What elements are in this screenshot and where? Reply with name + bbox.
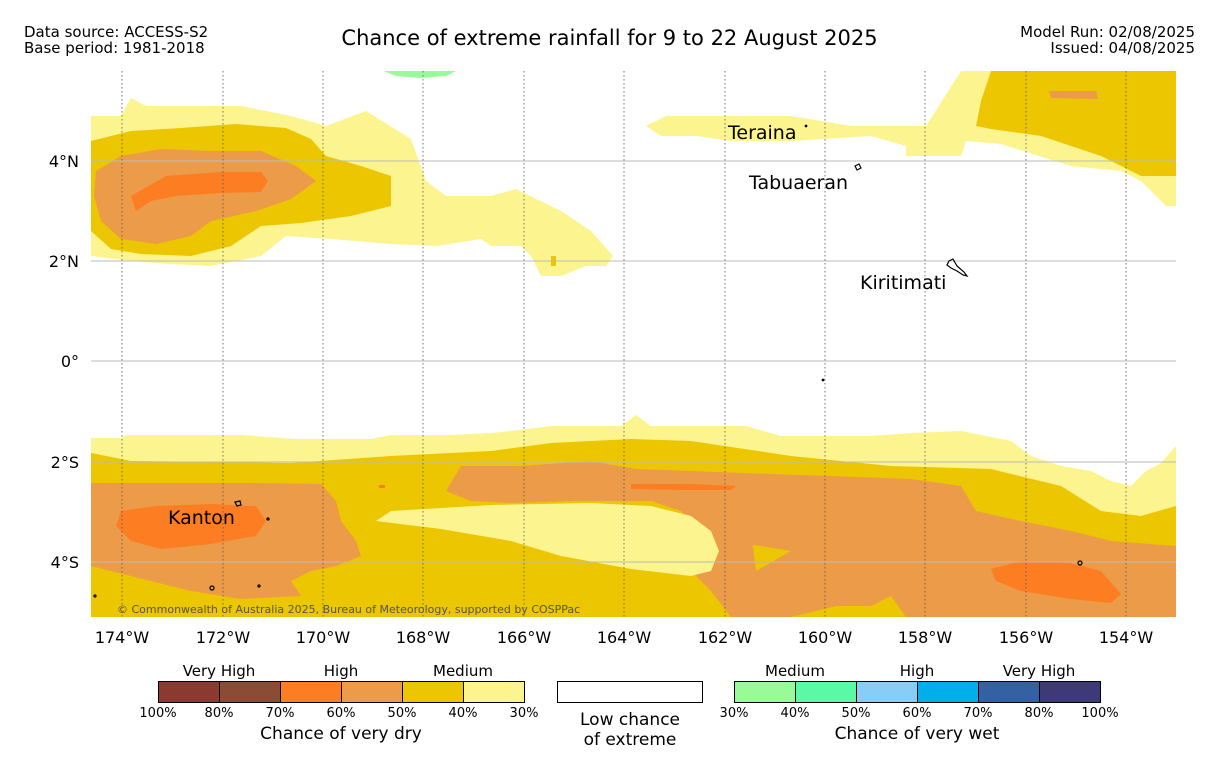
legend-dry-caption: Chance of very dry [260,724,422,744]
chart-title: Chance of extreme rainfall for 9 to 22 A… [341,26,878,50]
legend-wet-swatch [978,682,1039,702]
lat-label-2n: 2°N [48,252,79,271]
legend-wet-caption: Chance of very wet [834,724,1000,744]
data-source-text: Data source: ACCESS-S2 [24,23,209,41]
legend-dry-swatch [159,682,219,702]
lon-label-154w: 154°W [1098,628,1154,647]
legend-wet-swatch [1039,682,1100,702]
dry-high-region-northeast [1049,91,1098,99]
map-canvas: Teraina Tabuaeran Kiritimati Kanton [91,71,1176,617]
legend-dry-tick: 100% [139,706,177,721]
legend-wet-tier-medium: Medium [765,662,825,680]
legend-dry-tick: 40% [448,706,478,721]
lon-label-168w: 168°W [395,628,451,647]
legend-dry-swatch [280,682,341,702]
legend-low-chance-line2: of extreme [583,730,677,750]
legend-dry-tick: 80% [204,706,234,721]
legend-wet-tier-very-high: Very High [1002,662,1076,680]
lon-label-172w: 172°W [195,628,251,647]
data-source-block: Data source: ACCESS-S2 Base period: 1981… [24,24,208,56]
issued-text: Issued: 04/08/2025 [1050,39,1195,57]
legend-wet-swatch [917,682,978,702]
legend-dry-tick: 50% [387,706,417,721]
dry-high-core-south-central [631,484,736,490]
legend-dry-swatch [341,682,402,702]
lon-label-166w: 166°W [496,628,552,647]
legend-dry-swatch [219,682,280,702]
legend-wet-tick: 30% [719,706,749,721]
lat-label-0: 0° [60,352,79,371]
legend-wet-tier-high: High [899,662,935,680]
lon-label-164w: 164°W [596,628,652,647]
lat-label-4n: 4°N [48,152,79,171]
legend-wet-tick: 80% [1024,706,1054,721]
lon-label-174w: 174°W [94,628,150,647]
legend-dry-tick: 60% [326,706,356,721]
place-label-kiritimati: Kiritimati [860,272,946,294]
dry-medium-region-northeast [976,71,1176,176]
legend-low-chance-caption: Low chance of extreme [580,710,680,750]
lon-label-170w: 170°W [295,628,351,647]
island-outlines [93,124,1083,598]
model-run-text: Model Run: 02/08/2025 [1020,23,1195,41]
legend-dry-swatch [463,682,524,702]
base-period-text: Base period: 1981-2018 [24,39,205,57]
legend-wet-tick: 60% [902,706,932,721]
dry-high-core-south-east [991,561,1121,603]
place-label-tabuaeran: Tabuaeran [748,172,848,194]
legend-dry-tier-very-high: Very High [182,662,256,680]
legend-wet-tick: 70% [963,706,993,721]
legend-wet-swatch [795,682,856,702]
model-run-block: Model Run: 02/08/2025 Issued: 04/08/2025 [1020,24,1195,56]
dry-low-region-south-interior [376,503,719,576]
place-label-teraina: Teraina [727,122,797,144]
lat-label-2s: 2°S [50,453,79,472]
legend-wet-tick: 100% [1081,706,1119,721]
lon-label-162w: 162°W [697,628,753,647]
legend-wet-swatch [735,682,795,702]
lon-label-158w: 158°W [897,628,953,647]
wet-medium-region [384,71,456,78]
legend-low-chance-swatch [557,681,703,703]
place-label-kanton: Kanton [168,507,235,529]
dry-high-core-north [131,172,268,211]
rainfall-map: Teraina Tabuaeran Kiritimati Kanton [91,71,1176,617]
copyright-text: © Commonwealth of Australia 2025, Bureau… [117,603,581,616]
legend-wet-tick: 50% [841,706,871,721]
legend-wet-colorbar [734,681,1101,703]
lat-label-4s: 4°S [50,553,79,572]
legend-dry-tier-medium: Medium [433,662,493,680]
legend-wet-swatch [856,682,917,702]
map-graticule [91,71,1176,617]
dry-high-region-south-central-lower [681,511,836,617]
legend-dry-tick: 70% [265,706,295,721]
dry-high-spot [379,485,385,488]
legend-dry-swatch [402,682,463,702]
dry-high-core-south-west [116,504,266,549]
dry-high-region-south-central [446,461,1176,617]
legend-dry-tier-high: High [323,662,359,680]
lon-label-160w: 160°W [797,628,853,647]
lon-label-156w: 156°W [998,628,1054,647]
legend-dry-tick: 30% [509,706,539,721]
legend-wet-tick: 40% [780,706,810,721]
legend-low-chance-line1: Low chance [580,710,680,730]
legend-dry-colorbar [158,681,525,703]
